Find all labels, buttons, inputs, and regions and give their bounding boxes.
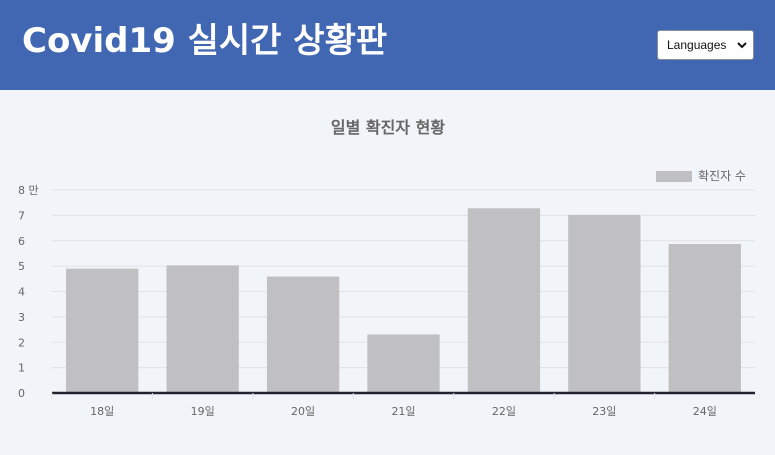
- bars: [52, 208, 755, 395]
- app-title: Covid19 실시간 상황판: [22, 21, 388, 61]
- y-tick-label: 8 만: [18, 184, 39, 197]
- y-tick-label: 1: [18, 362, 25, 375]
- x-tick-label: 22일: [492, 404, 516, 418]
- y-tick-label: 4: [18, 286, 25, 299]
- daily-cases-chart: 일별 확진자 현황 0 1 2 3 4 5 6 7 8 만 18일 19일 20일 21일 22일 23일…: [0, 90, 775, 451]
- bar[interactable]: [568, 214, 641, 393]
- y-tick-label: 5: [18, 260, 25, 273]
- chart-title: 일별 확진자 현황: [331, 118, 445, 137]
- language-select[interactable]: Languages: [657, 30, 754, 60]
- legend-label: 확진자 수: [698, 169, 746, 183]
- y-tick-label: 2: [18, 336, 25, 349]
- app-header: Covid19 실시간 상황판 Languages: [0, 0, 775, 90]
- x-tick-label: 18일: [90, 404, 114, 418]
- x-tick-label: 23일: [592, 404, 616, 418]
- legend[interactable]: 확진자 수: [656, 169, 746, 183]
- bar[interactable]: [166, 265, 239, 393]
- x-tick-label: 21일: [391, 404, 415, 418]
- y-tick-label: 6: [18, 235, 25, 248]
- bar[interactable]: [266, 276, 340, 393]
- bar[interactable]: [467, 208, 541, 393]
- x-tick-label: 24일: [693, 404, 717, 418]
- language-select-value: Languages: [667, 38, 727, 52]
- y-tick-label: 3: [18, 311, 25, 324]
- chevron-down-icon: [737, 40, 747, 50]
- chart-svg: 일별 확진자 현황 0 1 2 3 4 5 6 7 8 만 18일 19일 20일 21일 22일 23일…: [18, 118, 755, 418]
- x-axis-ticks: 18일 19일 20일 21일 22일 23일 24일: [51, 393, 717, 418]
- x-tick-label: 20일: [291, 404, 315, 418]
- bar[interactable]: [668, 244, 741, 393]
- legend-swatch: [656, 171, 692, 182]
- y-tick-label: 7: [18, 209, 25, 222]
- y-tick-label: 0: [18, 387, 25, 400]
- bar[interactable]: [66, 268, 139, 393]
- bar[interactable]: [367, 334, 440, 393]
- y-axis-ticks: 0 1 2 3 4 5 6 7 8 만: [18, 184, 39, 400]
- x-tick-label: 19일: [191, 404, 215, 418]
